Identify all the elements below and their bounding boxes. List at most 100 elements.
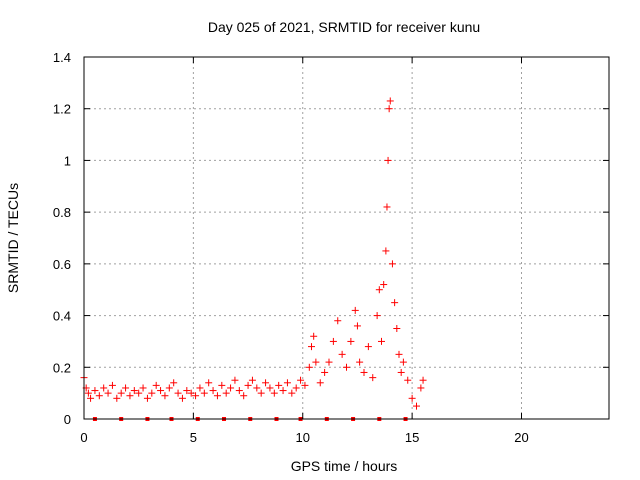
data-point bbox=[113, 394, 121, 402]
data-point bbox=[117, 389, 125, 397]
data-point bbox=[288, 389, 296, 397]
data-point bbox=[104, 389, 112, 397]
data-point bbox=[321, 368, 329, 376]
data-point bbox=[297, 376, 305, 384]
grid-layer bbox=[84, 57, 609, 419]
data-point bbox=[369, 374, 377, 382]
data-point bbox=[248, 376, 256, 384]
data-point bbox=[301, 381, 309, 389]
x-tick-label: 20 bbox=[514, 430, 528, 445]
data-point bbox=[253, 384, 261, 392]
data-point bbox=[360, 368, 368, 376]
data-point bbox=[200, 389, 208, 397]
data-point bbox=[174, 389, 182, 397]
data-point bbox=[353, 322, 361, 330]
y-tick-labels: 0 0.2 0.4 0.6 0.8 1 1.2 1.4 bbox=[53, 50, 71, 427]
data-point bbox=[244, 381, 252, 389]
data-point bbox=[262, 379, 270, 387]
data-point bbox=[373, 312, 381, 320]
data-point bbox=[383, 203, 391, 211]
data-point bbox=[292, 384, 300, 392]
y-tick-label: 0.6 bbox=[53, 257, 71, 272]
data-point bbox=[100, 384, 108, 392]
data-point bbox=[266, 384, 274, 392]
data-point bbox=[227, 384, 235, 392]
data-point bbox=[375, 286, 383, 294]
axis-ticks bbox=[83, 56, 609, 420]
data-point bbox=[364, 343, 372, 351]
data-point bbox=[122, 384, 130, 392]
data-point bbox=[388, 260, 396, 268]
data-point bbox=[397, 368, 405, 376]
data-point bbox=[334, 317, 342, 325]
y-tick-label: 1.2 bbox=[53, 102, 71, 117]
data-point bbox=[283, 379, 291, 387]
data-point bbox=[183, 387, 191, 395]
data-point bbox=[347, 337, 355, 345]
data-point bbox=[205, 379, 213, 387]
data-point bbox=[305, 363, 313, 371]
data-point bbox=[84, 389, 92, 397]
y-tick-label: 0.2 bbox=[53, 360, 71, 375]
data-point bbox=[408, 394, 416, 402]
data-point bbox=[91, 387, 99, 395]
x-tick-label: 0 bbox=[80, 430, 87, 445]
y-axis-label: SRMTID / TECUs bbox=[5, 183, 21, 293]
y-tick-label: 1.4 bbox=[53, 50, 71, 65]
data-point bbox=[165, 384, 173, 392]
data-point bbox=[380, 281, 388, 289]
data-point bbox=[139, 384, 147, 392]
x-axis-label: GPS time / hours bbox=[291, 458, 398, 474]
data-point bbox=[148, 389, 156, 397]
data-point bbox=[279, 387, 287, 395]
data-point bbox=[143, 394, 151, 402]
data-point bbox=[178, 394, 186, 402]
data-point bbox=[192, 392, 200, 400]
y-tick-label: 0 bbox=[64, 412, 71, 427]
data-point bbox=[384, 156, 392, 164]
data-point bbox=[391, 299, 399, 307]
data-point bbox=[378, 337, 385, 345]
y-tick-label: 0.8 bbox=[53, 205, 71, 220]
data-point bbox=[135, 389, 143, 397]
data-point bbox=[316, 379, 324, 387]
y-tick-label: 1 bbox=[64, 153, 71, 168]
data-point bbox=[385, 105, 393, 113]
data-point bbox=[108, 381, 116, 389]
data-point bbox=[404, 376, 412, 384]
data-point bbox=[351, 306, 359, 314]
data-point bbox=[209, 387, 217, 395]
data-point bbox=[95, 392, 103, 400]
data-point bbox=[325, 358, 333, 366]
data-point bbox=[329, 337, 337, 345]
data-point bbox=[161, 392, 169, 400]
chart-title: Day 025 of 2021, SRMTID for receiver kun… bbox=[208, 19, 480, 35]
x-tick-label: 10 bbox=[296, 430, 310, 445]
data-point bbox=[196, 384, 204, 392]
data-point bbox=[152, 381, 160, 389]
data-points bbox=[80, 97, 427, 410]
data-point bbox=[310, 332, 318, 340]
y-tick-label: 0.4 bbox=[53, 309, 71, 324]
data-point bbox=[235, 387, 243, 395]
data-point bbox=[356, 358, 364, 366]
data-point bbox=[187, 389, 195, 397]
data-point bbox=[270, 389, 278, 397]
data-point bbox=[170, 379, 178, 387]
x-tick-label: 15 bbox=[405, 430, 419, 445]
x-tick-label: 5 bbox=[190, 430, 197, 445]
data-point bbox=[213, 392, 221, 400]
data-point bbox=[157, 387, 165, 395]
data-point bbox=[312, 358, 320, 366]
data-point bbox=[218, 381, 226, 389]
data-point bbox=[231, 376, 239, 384]
data-point bbox=[393, 325, 401, 332]
data-point bbox=[382, 247, 390, 255]
data-point bbox=[257, 389, 265, 397]
x-tick-labels: 0 5 10 15 20 bbox=[80, 430, 528, 445]
plot-frame bbox=[83, 56, 610, 420]
data-point bbox=[240, 392, 248, 400]
data-point bbox=[87, 394, 95, 402]
data-point bbox=[399, 358, 407, 366]
